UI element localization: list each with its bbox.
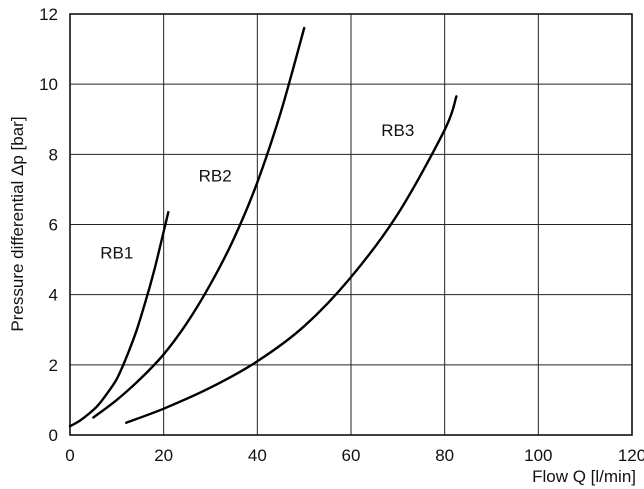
x-tick-label: 60 bbox=[342, 446, 361, 465]
x-tick-label: 40 bbox=[248, 446, 267, 465]
series-label-rb3: RB3 bbox=[381, 121, 414, 140]
x-tick-label: 80 bbox=[435, 446, 454, 465]
series-group bbox=[70, 28, 456, 426]
x-tick-label: 120 bbox=[618, 446, 644, 465]
y-tick-label: 2 bbox=[49, 356, 58, 375]
y-tick-label: 12 bbox=[39, 5, 58, 24]
x-tick-label: 0 bbox=[65, 446, 74, 465]
x-axis-label: Flow Q [l/min] bbox=[532, 467, 636, 486]
y-tick-label: 6 bbox=[49, 216, 58, 235]
series-label-rb1: RB1 bbox=[100, 244, 133, 263]
y-tick-label: 8 bbox=[49, 145, 58, 164]
series-line-rb3 bbox=[126, 96, 456, 422]
grid bbox=[70, 14, 632, 435]
series-label-rb2: RB2 bbox=[199, 166, 232, 185]
y-tick-label: 0 bbox=[49, 426, 58, 445]
x-tick-label: 20 bbox=[154, 446, 173, 465]
y-axis-label: Pressure differential Δp [bar] bbox=[8, 116, 27, 331]
x-axis-ticks: 0 20 40 60 80 100 120 bbox=[65, 446, 644, 465]
y-axis-ticks: 0 2 4 6 8 10 12 bbox=[39, 5, 58, 445]
y-tick-label: 10 bbox=[39, 75, 58, 94]
x-tick-label: 100 bbox=[524, 446, 552, 465]
y-tick-label: 4 bbox=[49, 286, 58, 305]
